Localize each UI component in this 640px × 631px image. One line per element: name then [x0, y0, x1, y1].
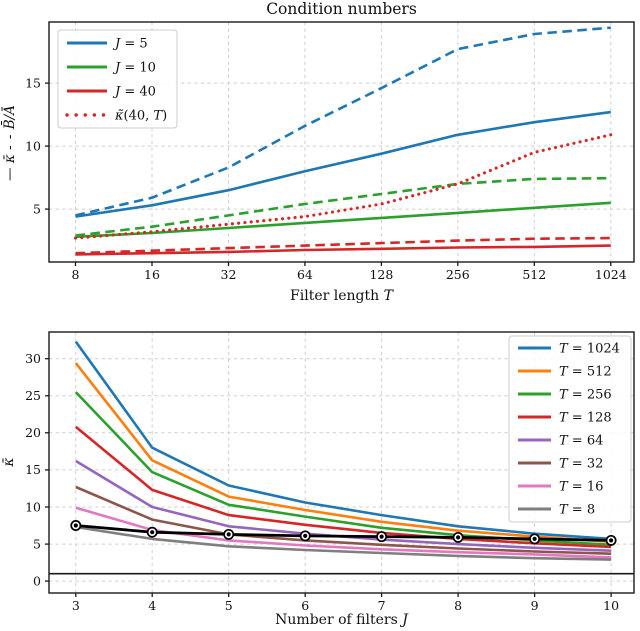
kappa-bar-symbol: κ̄: [1, 457, 17, 467]
plot-frame: [48, 331, 635, 594]
x-tick-label: 3: [72, 598, 80, 613]
legend-label: T = 32: [559, 457, 603, 472]
top-chart-title: Condition numbers: [266, 0, 417, 18]
legend-label: T = 8: [559, 503, 595, 518]
y-tick-label: 25: [25, 388, 41, 403]
data-point-marker-dot: [532, 536, 537, 542]
series-T8: [75, 525, 612, 561]
grid: [49, 332, 634, 593]
y-tick-label: 30: [25, 351, 41, 366]
y-tick-label: 20: [25, 425, 41, 440]
x-tick-label: 64: [297, 267, 313, 282]
legend: J = 5 J = 10 J = 40 κ̃(40, T): [57, 29, 178, 129]
data-point-marker-dot: [303, 533, 308, 539]
series-T1024: [74, 340, 612, 541]
bottom-x-axis-label: Number of filters J: [49, 612, 634, 628]
top-x-axis-label-math: T: [383, 288, 393, 304]
legend-box: [57, 29, 178, 129]
x-tick-label: 5: [225, 598, 233, 613]
legend-label: J = 10: [112, 61, 156, 76]
x-tick-label: 256: [446, 267, 470, 282]
legend-label: T = 256: [559, 388, 612, 403]
series-black-marker-line: [70, 520, 617, 546]
axis-ticks: 3 4 5 6 7 8 9 10 0 5 10 15 20 25 30: [25, 351, 619, 613]
y-tick-label: 10: [25, 499, 41, 514]
bottom-x-axis-label-math: J: [402, 612, 408, 628]
legend-box: [508, 335, 632, 523]
legend-label: T = 128: [559, 411, 612, 426]
x-tick-label: 10: [603, 598, 619, 613]
x-tick-label: 1024: [595, 267, 627, 282]
x-tick-label: 512: [522, 267, 546, 282]
series-T128: [74, 425, 612, 549]
series-BA-J5: [75, 26, 611, 217]
data-point-marker-dot: [379, 534, 384, 539]
series-kappa-J10: [75, 201, 611, 239]
series-T512: [74, 362, 612, 544]
x-tick-label: 128: [369, 267, 393, 282]
dashed-line-sample-glyph: - -: [2, 133, 18, 150]
bottom-y-axis-label: κ̄: [1, 422, 23, 502]
y-tick-label: 10: [25, 138, 41, 153]
kappa-bar-symbol: κ̄: [2, 150, 18, 168]
legend: T = 1024 T = 512 T = 256 T = 128 T = 64 T = 3…: [508, 335, 632, 523]
data-point-marker-dot: [150, 530, 155, 535]
legend-label: T = 64: [559, 434, 603, 449]
x-tick-label: 8: [454, 598, 462, 613]
data-point-marker-dot: [73, 523, 78, 528]
legend-label: T = 16: [559, 480, 603, 495]
axis-ticks: 8 16 32 64 128 256 512 1024 5 10 15: [25, 75, 627, 282]
legend-label: κ̃(40, T): [114, 109, 167, 124]
y-tick-label: 0: [33, 573, 41, 588]
series-BA-J10: [75, 176, 611, 237]
top-x-axis-label: Filter length T: [49, 288, 634, 304]
y-tick-label: 5: [33, 536, 41, 551]
data-point-marker-dot: [226, 532, 231, 537]
x-tick-label: 7: [378, 598, 386, 613]
x-tick-label: 32: [221, 267, 237, 282]
series-kappa-tilde-40T: [73, 133, 613, 240]
series-kappa-J40: [75, 244, 611, 256]
series-kappa-J5: [75, 110, 611, 218]
solid-line-sample-glyph: —: [2, 167, 18, 181]
x-tick-label: 4: [148, 598, 156, 613]
top-y-axis-label: — κ̄ - - B̄/Ā: [2, 53, 24, 233]
legend-label: T = 512: [559, 365, 612, 380]
bottom-x-axis-label-text: Number of filters: [275, 612, 403, 628]
data-point-marker-dot: [609, 538, 614, 543]
y-tick-label: 15: [25, 75, 41, 90]
series-T32: [75, 485, 612, 555]
y-tick-label: 5: [33, 201, 41, 216]
x-tick-label: 8: [72, 267, 80, 282]
legend-label: T = 1024: [559, 342, 620, 357]
data-point-marker-dot: [456, 535, 461, 540]
legend-label: J = 40: [112, 85, 156, 100]
x-tick-label: 6: [301, 598, 309, 613]
y-tick-label: 15: [25, 462, 41, 477]
legend-label: J = 5: [112, 37, 148, 52]
x-tick-label: 16: [144, 267, 160, 282]
x-tick-label: 9: [531, 598, 539, 613]
plot-frame: [48, 21, 635, 263]
top-x-axis-label-text: Filter length: [290, 288, 384, 304]
b-over-a-symbol: B̄/Ā: [2, 105, 18, 134]
